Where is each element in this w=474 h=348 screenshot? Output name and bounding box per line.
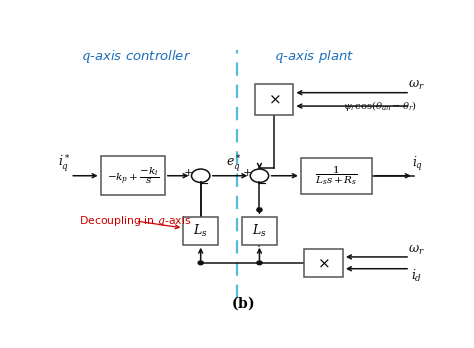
Circle shape [198,261,203,265]
Text: $q$-axis plant: $q$-axis plant [274,48,355,65]
Bar [100,156,165,195]
Text: $\mathbf{(b)}$: $\mathbf{(b)}$ [231,294,255,312]
Text: $i_q^*$: $i_q^*$ [58,153,71,174]
Bar [255,84,293,115]
Text: $i_d$: $i_d$ [410,268,422,284]
Text: $\psi_r\cos(\theta_{an}-\theta_r)$: $\psi_r\cos(\theta_{an}-\theta_r)$ [343,99,418,113]
Text: $\omega_r$: $\omega_r$ [408,79,425,92]
Text: $\times$: $\times$ [318,255,330,270]
Text: +: + [184,167,193,177]
Text: $i_q$: $i_q$ [412,155,423,173]
Text: −: − [198,178,209,191]
Text: $q$-axis controller: $q$-axis controller [81,48,191,65]
Circle shape [257,261,262,265]
Bar [304,249,343,277]
Text: +: + [243,167,252,177]
Circle shape [257,208,262,212]
Text: Decoupling in $q$-axis: Decoupling in $q$-axis [80,214,192,229]
Text: $L_s$: $L_s$ [193,223,208,239]
Text: $\omega_r$: $\omega_r$ [408,243,425,256]
Bar [183,216,218,245]
Text: $e_q^*$: $e_q^*$ [226,153,242,174]
Text: $\dfrac{1}{L_s s+R_s}$: $\dfrac{1}{L_s s+R_s}$ [315,164,358,187]
Text: $-k_p+\dfrac{-k_i}{s}$: $-k_p+\dfrac{-k_i}{s}$ [107,165,159,186]
Text: −: − [257,178,268,191]
Bar [301,158,373,194]
Bar [242,216,277,245]
Text: $L_s$: $L_s$ [252,223,267,239]
Text: $\times$: $\times$ [268,92,281,107]
